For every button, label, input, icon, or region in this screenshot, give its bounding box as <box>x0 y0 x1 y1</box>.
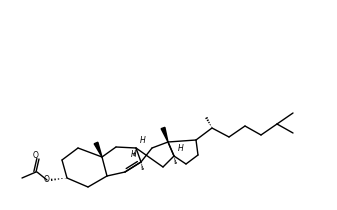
Text: O: O <box>43 176 49 185</box>
Polygon shape <box>161 127 168 142</box>
Text: H: H <box>131 150 137 159</box>
Polygon shape <box>94 142 102 157</box>
Text: O: O <box>32 151 38 160</box>
Text: H: H <box>178 144 184 153</box>
Text: H: H <box>140 136 146 145</box>
